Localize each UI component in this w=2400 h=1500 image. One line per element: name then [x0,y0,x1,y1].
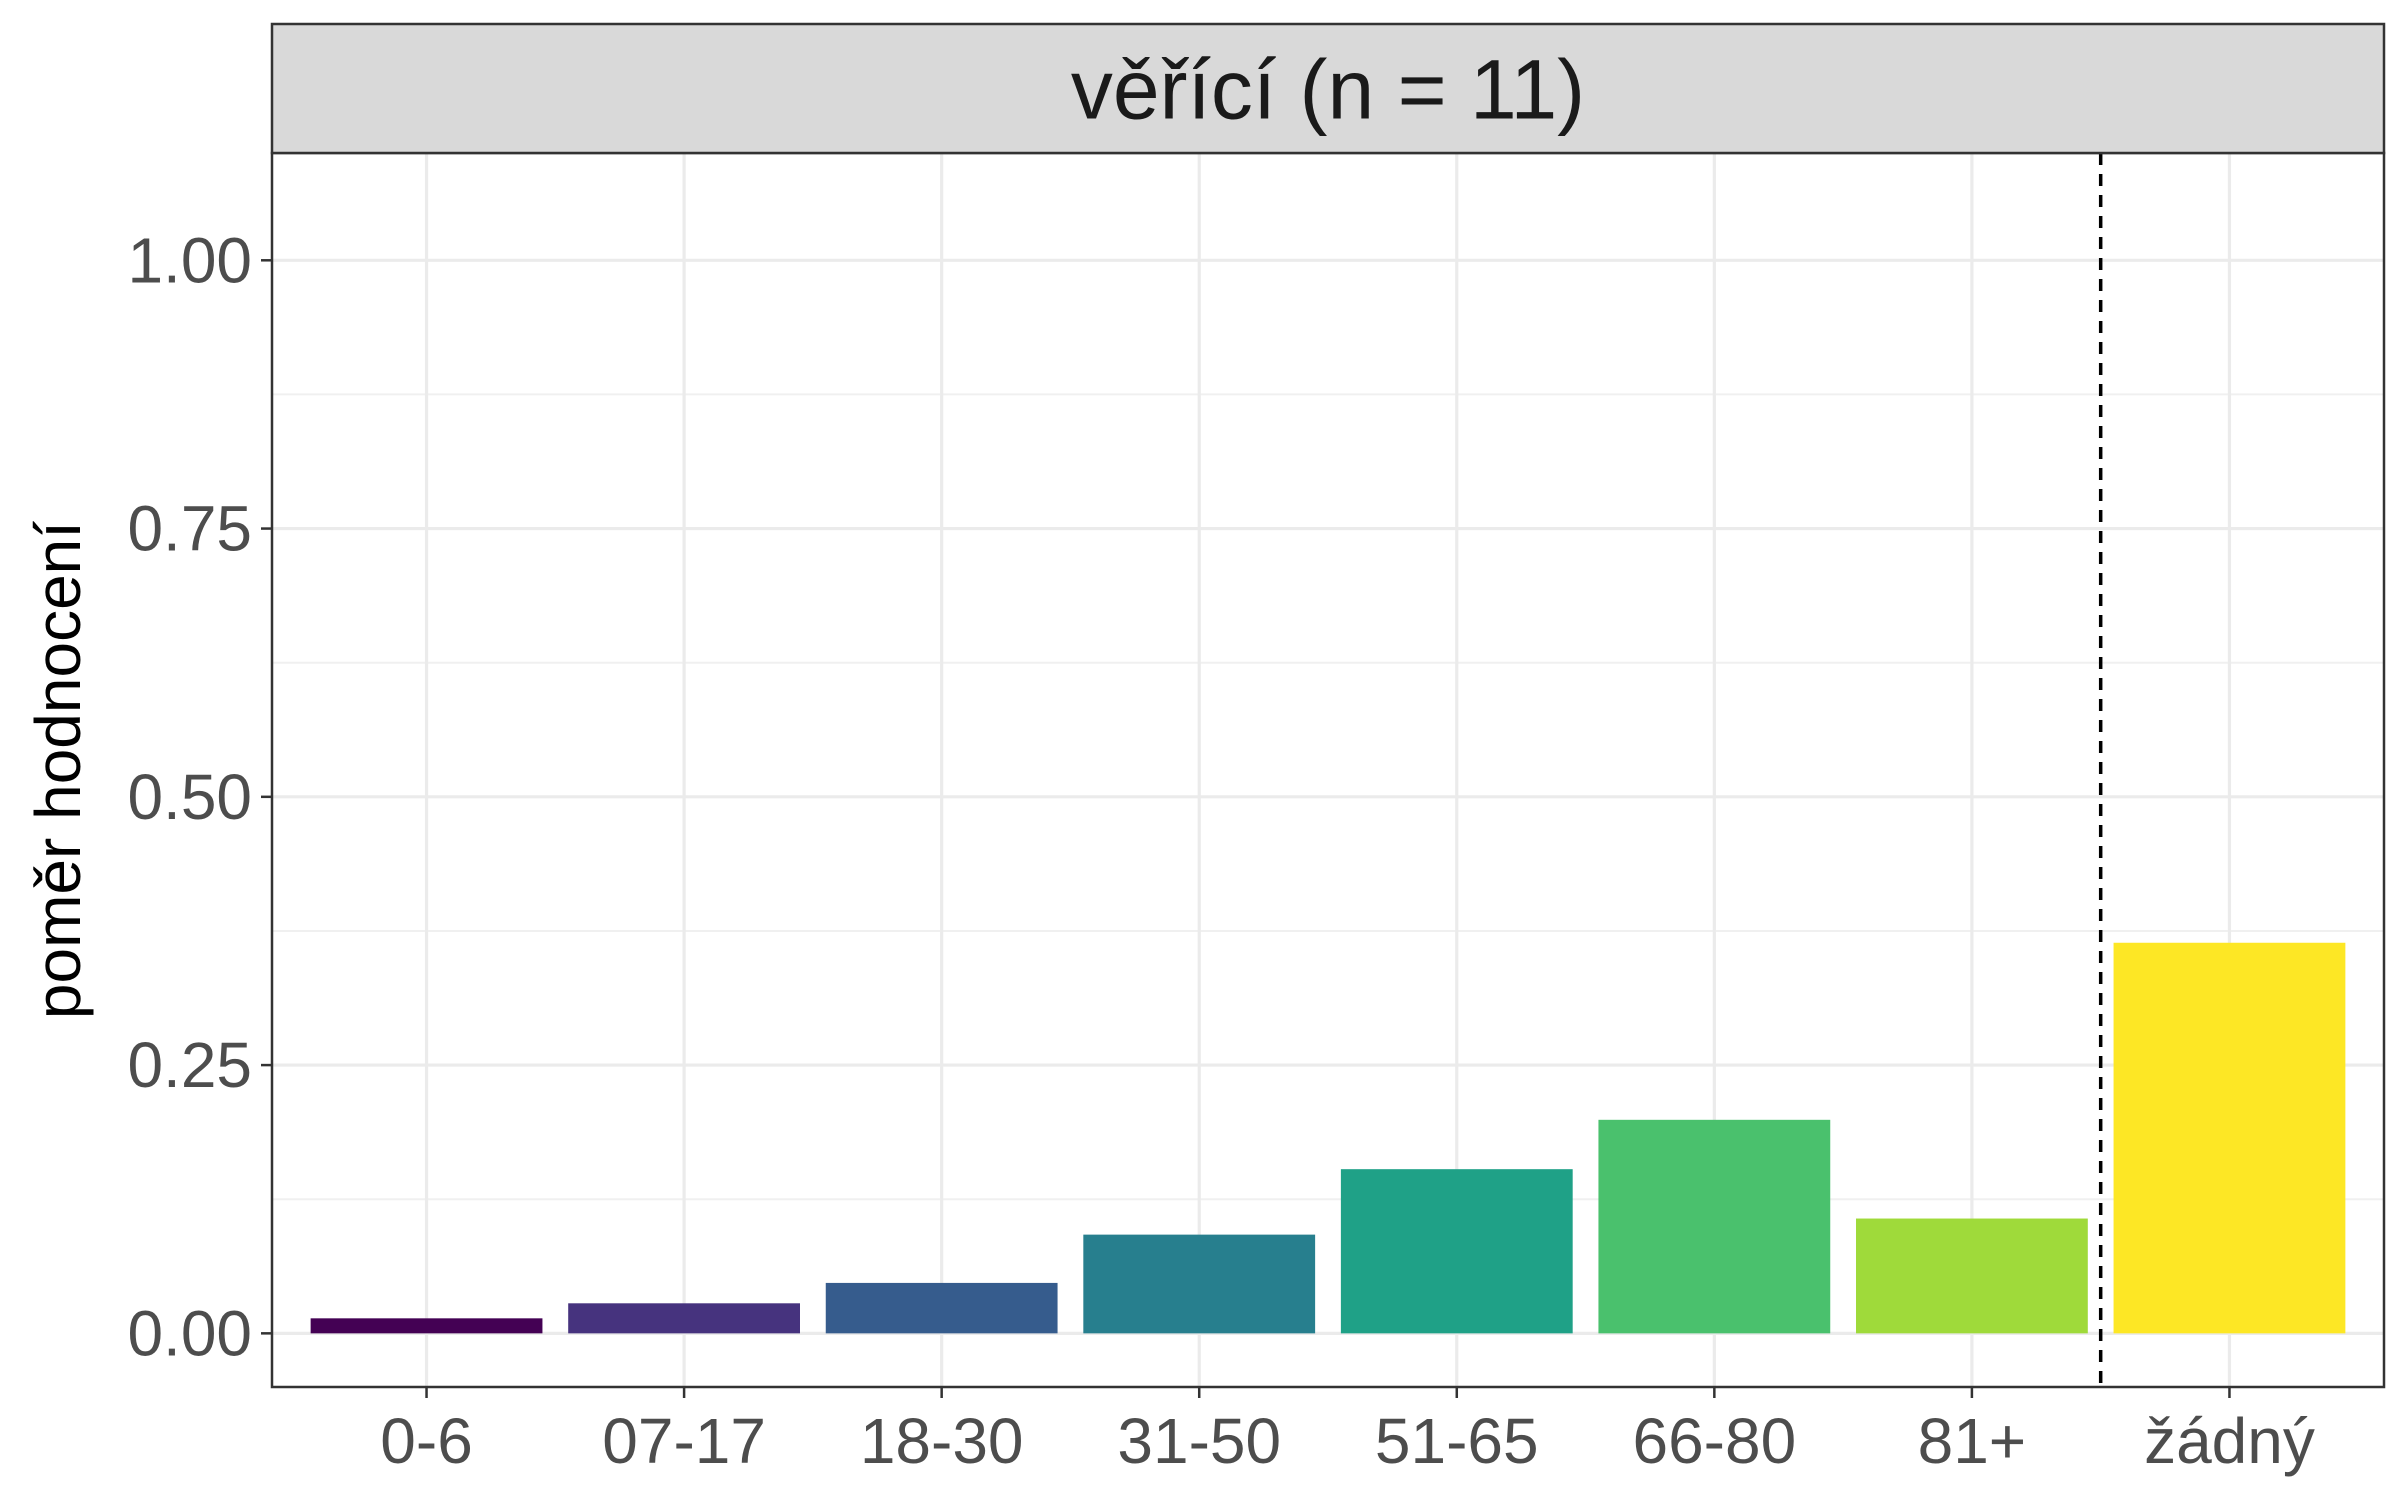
facet-strip-background [270,22,2386,155]
bar-31-50 [1083,1234,1316,1334]
bar-51-65 [1340,1169,1573,1334]
bar-žádný [2113,942,2346,1334]
x-tick-label: žádný [2144,1405,2315,1477]
x-tick-label: 51-65 [1375,1405,1539,1477]
y-tick-label: 0.25 [127,1029,252,1101]
x-tick-label: 66-80 [1632,1405,1796,1477]
x-tick-label: 31-50 [1117,1405,1281,1477]
facet-title: věřící (n = 11) [1071,43,1585,137]
x-tick-label: 07-17 [602,1405,766,1477]
minor-gridlines [272,393,2384,1201]
x-axis: 0-6 07-17 18-30 31-50 51-65 66-80 81+ žádný [380,1387,2315,1477]
bar-66-80 [1598,1119,1831,1334]
y-axis: 0.00 0.25 0.50 0.75 1.00 [127,224,272,1369]
y-axis-title: poměr hodnocení [22,521,94,1019]
plot-panel-background [272,153,2384,1387]
y-tick-label: 0.00 [127,1297,252,1369]
bars [310,942,2346,1334]
y-tick-label: 1.00 [127,224,252,296]
y-tick-label: 0.50 [127,761,252,833]
x-tick-label: 18-30 [860,1405,1024,1477]
y-tick-label: 0.75 [127,493,252,565]
bar-81+ [1856,1218,2088,1334]
x-tick-label: 0-6 [380,1405,473,1477]
panel-background-rect [272,153,2384,1387]
bar-18-30 [825,1282,1058,1334]
bar-0-6 [310,1318,543,1334]
x-tick-label: 81+ [1918,1405,2027,1477]
facet-strip: věřící (n = 11) [270,22,2386,155]
bar-07-17 [568,1303,800,1334]
